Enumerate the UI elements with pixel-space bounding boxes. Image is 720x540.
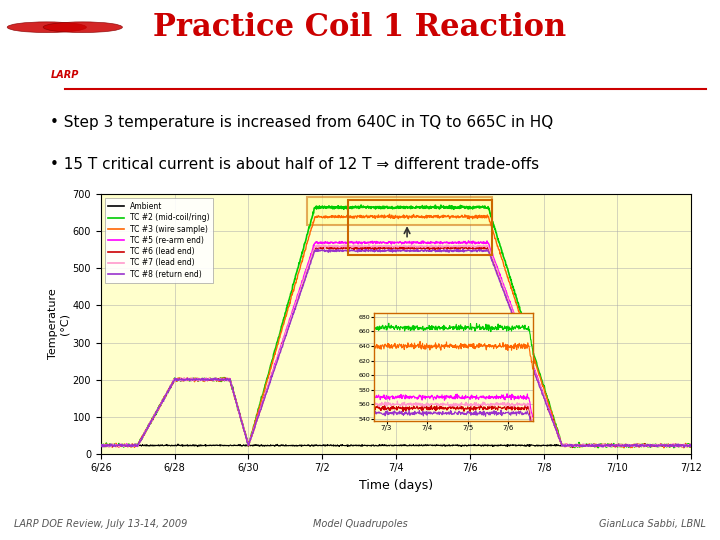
Bar	[307, 197, 492, 225]
Text: LARP DOE Review, July 13-14, 2009: LARP DOE Review, July 13-14, 2009	[14, 519, 188, 529]
Text: Model Quadrupoles: Model Quadrupoles	[312, 519, 408, 529]
X-axis label: Time (days): Time (days)	[359, 479, 433, 492]
Text: • 15 T critical current is about half of 12 T ⇒ different trade-offs: • 15 T critical current is about half of…	[50, 158, 539, 172]
Y-axis label: Temperature
(°C): Temperature (°C)	[48, 288, 70, 360]
Bar	[348, 200, 492, 255]
Legend: Ambient, TC #2 (mid-coil/ring), TC #3 (wire sample), TC #5 (re-arm end), TC #6 (: Ambient, TC #2 (mid-coil/ring), TC #3 (w…	[104, 198, 213, 282]
Text: Practice Coil 1 Reaction: Practice Coil 1 Reaction	[153, 12, 567, 43]
Circle shape	[43, 22, 122, 32]
Text: • Step 3 temperature is increased from 640C in TQ to 665C in HQ: • Step 3 temperature is increased from 6…	[50, 114, 554, 130]
Circle shape	[7, 22, 86, 32]
Text: GianLuca Sabbi, LBNL: GianLuca Sabbi, LBNL	[599, 519, 706, 529]
Text: LARP: LARP	[50, 70, 79, 80]
